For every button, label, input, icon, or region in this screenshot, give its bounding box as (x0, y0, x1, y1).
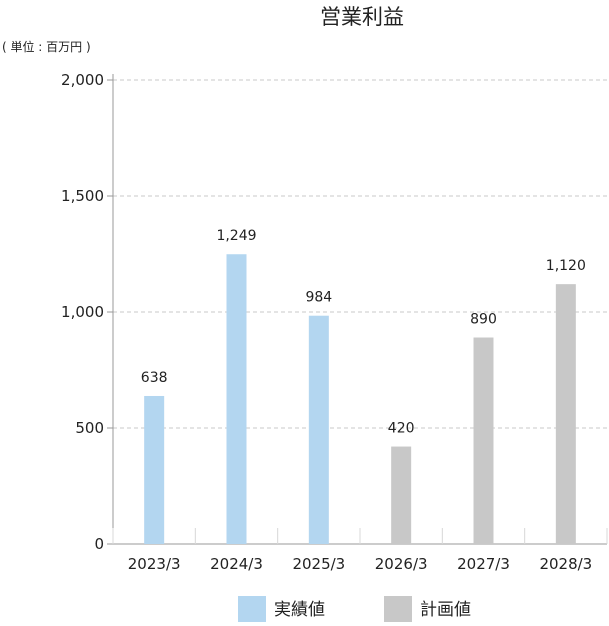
legend: 実績値 計画値 (238, 596, 471, 622)
grid-lines (113, 79, 607, 429)
y-tick-labels: 0 500 1,000 1,500 2,000 (61, 71, 104, 553)
data-label: 984 (305, 290, 332, 306)
data-label: 1,120 (546, 258, 586, 274)
x-tick-label: 2025/3 (292, 555, 345, 573)
y-tick-label: 2,000 (61, 71, 104, 89)
data-labels: 638 1,249 984 420 890 1,120 (141, 228, 586, 436)
data-label: 1,249 (216, 228, 256, 244)
data-label: 420 (388, 421, 415, 437)
bar-2024-3 (226, 254, 247, 544)
bar-2025-3 (308, 315, 329, 544)
x-tick-label: 2028/3 (539, 555, 592, 573)
legend-label: 実績値 (274, 600, 325, 620)
legend-swatch (384, 596, 412, 622)
y-tick-label: 1,000 (61, 303, 104, 321)
x-tick-label: 2026/3 (375, 555, 428, 573)
x-tick-label: 2027/3 (457, 555, 510, 573)
bars (144, 254, 576, 544)
bar-2027-3 (473, 337, 494, 544)
x-tick-labels: 2023/3 2024/3 2025/3 2026/3 2027/3 2028/3 (128, 555, 592, 573)
bar-2023-3 (144, 395, 165, 544)
data-label: 890 (470, 312, 497, 328)
bar-2028-3 (555, 284, 576, 544)
chart-title: 営業利益 (320, 5, 404, 29)
legend-swatch (238, 596, 266, 622)
unit-label: ( 単位 : 百万円 ) (2, 39, 91, 54)
x-tick-label: 2023/3 (128, 555, 181, 573)
x-tick-label: 2024/3 (210, 555, 263, 573)
axes (107, 74, 608, 545)
y-tick-label: 0 (94, 535, 104, 553)
y-tick-label: 1,500 (61, 187, 104, 205)
data-label: 638 (141, 370, 168, 386)
legend-label: 計画値 (420, 600, 471, 620)
bar-2026-3 (391, 446, 412, 544)
y-tick-label: 500 (75, 419, 104, 437)
